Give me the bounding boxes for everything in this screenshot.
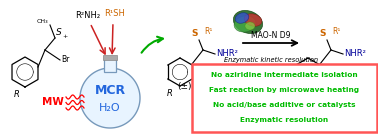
Ellipse shape <box>245 22 255 30</box>
Text: (S)-enantiomer: (S)-enantiomer <box>301 80 355 87</box>
Ellipse shape <box>233 10 263 34</box>
Text: R¹: R¹ <box>332 27 340 36</box>
Text: R: R <box>14 90 20 99</box>
Text: R: R <box>167 89 173 98</box>
Text: Enzymatic resolution: Enzymatic resolution <box>240 117 328 123</box>
Text: MCR: MCR <box>94 85 125 98</box>
Text: R¹: R¹ <box>204 27 212 36</box>
Text: S: S <box>319 29 326 38</box>
FancyBboxPatch shape <box>103 55 117 60</box>
Text: R²NH₂: R²NH₂ <box>76 12 101 21</box>
Text: MAO-N D9: MAO-N D9 <box>251 31 291 40</box>
Text: No acid/base additive or catalysts: No acid/base additive or catalysts <box>213 102 356 108</box>
FancyBboxPatch shape <box>104 58 116 72</box>
Text: R¹SH: R¹SH <box>105 10 125 18</box>
Text: NHR²: NHR² <box>216 49 238 59</box>
Text: MW: MW <box>42 97 64 107</box>
Text: R: R <box>295 89 301 98</box>
Ellipse shape <box>234 16 256 32</box>
Text: (±): (±) <box>177 82 191 91</box>
Ellipse shape <box>244 14 262 26</box>
Text: CH₃: CH₃ <box>36 19 48 24</box>
Text: Enzymatic kinetic resolution: Enzymatic kinetic resolution <box>224 57 318 63</box>
Text: No aziridine intermediate isolation: No aziridine intermediate isolation <box>211 72 358 78</box>
Text: H₂O: H₂O <box>99 103 121 113</box>
Text: Fast reaction by microwave heating: Fast reaction by microwave heating <box>209 87 359 93</box>
Text: S: S <box>192 29 198 38</box>
Text: NHR²: NHR² <box>344 49 366 59</box>
Ellipse shape <box>235 13 249 23</box>
Text: +: + <box>62 34 67 39</box>
Text: S: S <box>56 28 62 37</box>
FancyBboxPatch shape <box>192 64 377 132</box>
Text: Br: Br <box>61 55 70 64</box>
Polygon shape <box>80 68 140 128</box>
